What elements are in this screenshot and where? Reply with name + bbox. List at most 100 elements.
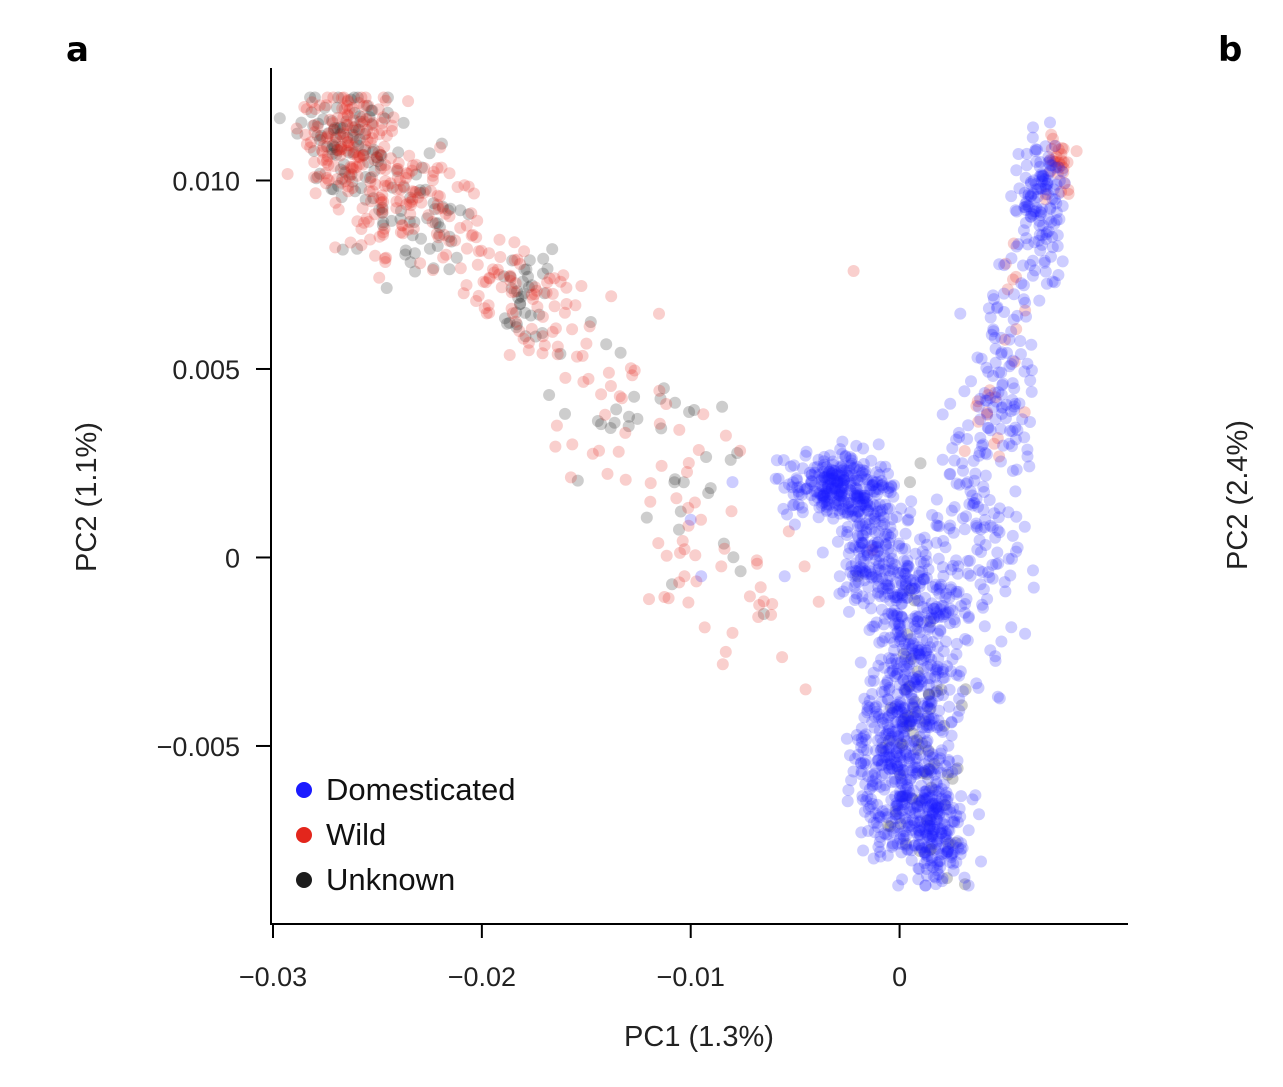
point-domesticated [1009, 204, 1022, 217]
point-domesticated [844, 459, 857, 472]
point-domesticated [875, 565, 888, 577]
point-wild [298, 101, 311, 113]
point-wild [351, 215, 364, 228]
point-domesticated [1041, 183, 1053, 196]
point-domesticated [823, 498, 836, 511]
point-unknown [510, 321, 523, 334]
point-domesticated [956, 685, 969, 698]
point-unknown [336, 172, 349, 185]
point-domesticated [912, 705, 925, 718]
point-domesticated [883, 757, 896, 770]
point-domesticated [939, 591, 952, 604]
point-domesticated [867, 485, 880, 498]
point-wild [356, 202, 369, 215]
point-domesticated [864, 483, 877, 496]
point-wild [604, 380, 617, 392]
point-domesticated [930, 493, 943, 506]
point-domesticated [862, 802, 875, 815]
point-wild [692, 444, 705, 456]
point-domesticated [1021, 357, 1034, 370]
point-domesticated [908, 839, 921, 852]
point-domesticated [857, 757, 870, 770]
point-domesticated [897, 755, 910, 768]
point-domesticated [966, 793, 979, 806]
point-unknown [523, 254, 536, 267]
point-domesticated [911, 709, 924, 722]
point-domesticated [939, 832, 952, 845]
point-domesticated [876, 754, 889, 767]
point-domesticated [874, 590, 887, 603]
point-domesticated [898, 825, 911, 838]
point-wild [546, 287, 559, 300]
point-domesticated [819, 491, 831, 504]
point-domesticated [875, 603, 888, 616]
point-domesticated [935, 848, 948, 861]
point-domesticated [886, 730, 898, 743]
point-domesticated [890, 576, 902, 589]
point-domesticated [831, 477, 844, 490]
point-wild [308, 119, 321, 131]
point-unknown [431, 240, 444, 252]
point-unknown [938, 798, 951, 811]
point-wild [583, 320, 596, 333]
point-domesticated [791, 481, 804, 494]
point-wild [1055, 159, 1068, 172]
point-domesticated [886, 527, 899, 540]
point-domesticated [900, 829, 913, 842]
point-domesticated [891, 799, 904, 811]
point-wild [404, 199, 417, 212]
point-domesticated [851, 529, 864, 542]
point-domesticated [818, 496, 831, 508]
point-domesticated [870, 571, 883, 584]
point-domesticated [930, 601, 943, 613]
point-domesticated [948, 816, 961, 829]
point-domesticated [936, 823, 949, 836]
point-domesticated [1029, 178, 1042, 191]
point-unknown [366, 145, 379, 158]
point-domesticated [926, 806, 939, 819]
point-domesticated [874, 505, 887, 518]
point-domesticated [934, 603, 947, 616]
point-wild [373, 128, 386, 141]
point-domesticated [867, 507, 880, 520]
point-domesticated [969, 467, 982, 480]
point-unknown [920, 768, 933, 781]
point-domesticated [913, 594, 925, 607]
point-domesticated [843, 464, 856, 477]
point-domesticated [800, 482, 813, 495]
point-unknown [308, 145, 320, 157]
point-unknown [623, 410, 635, 423]
point-domesticated [872, 563, 885, 576]
point-wild [612, 445, 625, 458]
point-domesticated [899, 839, 912, 852]
point-unknown [911, 665, 924, 678]
point-unknown [423, 147, 436, 160]
point-wild [550, 419, 563, 432]
point-domesticated [926, 748, 939, 761]
point-domesticated [1009, 421, 1022, 434]
point-domesticated [893, 766, 906, 779]
point-wild [336, 102, 349, 115]
point-domesticated [1018, 431, 1031, 444]
point-wild [337, 128, 350, 141]
point-wild [402, 95, 415, 108]
point-domesticated [933, 704, 946, 717]
point-unknown [908, 695, 921, 708]
point-domesticated [872, 580, 885, 593]
point-wild [522, 344, 535, 357]
point-domesticated [973, 446, 986, 458]
point-wild [449, 234, 462, 247]
point-domesticated [895, 578, 908, 591]
point-wild [300, 138, 313, 151]
point-domesticated [873, 811, 886, 824]
point-domesticated [829, 469, 842, 482]
point-domesticated [880, 804, 893, 817]
point-domesticated [822, 480, 834, 493]
point-wild [430, 227, 443, 240]
point-domesticated [922, 687, 935, 700]
point-domesticated [895, 597, 908, 610]
point-wild [972, 415, 985, 428]
point-domesticated [918, 765, 931, 778]
point-domesticated [881, 582, 894, 595]
point-domesticated [1019, 201, 1032, 213]
